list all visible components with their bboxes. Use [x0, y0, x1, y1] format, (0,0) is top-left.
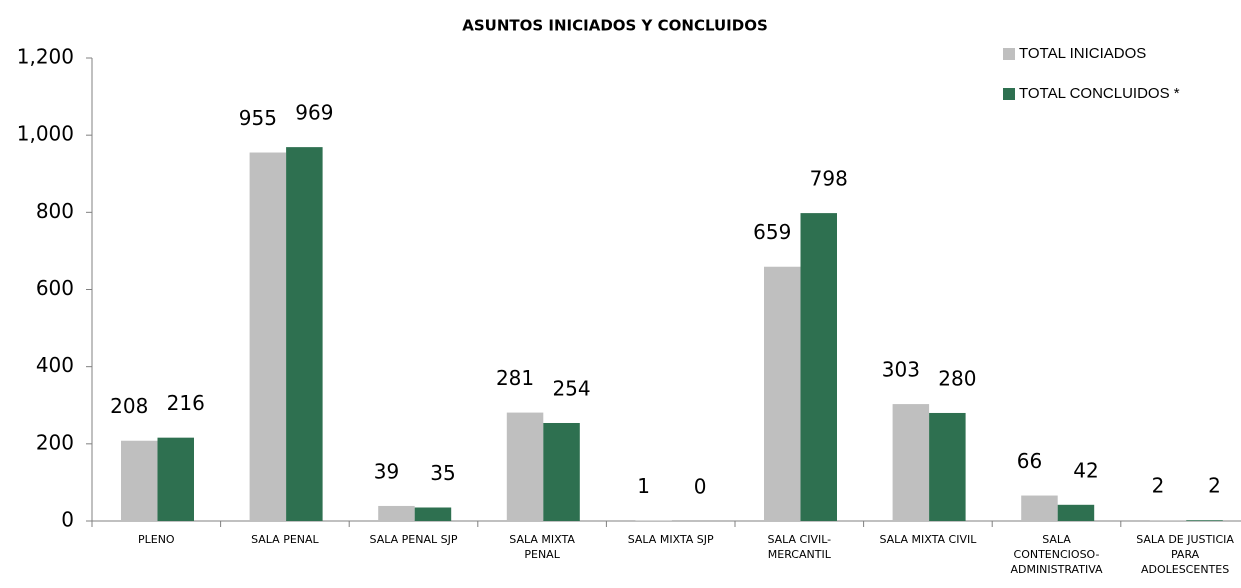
- y-tick-label: 600: [36, 276, 74, 300]
- bar: [929, 412, 966, 521]
- x-tick-label: SALA MIXTA PENAL: [509, 533, 575, 561]
- x-tick-label: SALA CIVIL-MERCANTIL: [767, 533, 832, 561]
- bar: [121, 440, 158, 521]
- data-label: 208: [110, 394, 148, 418]
- data-label: 0: [694, 475, 707, 499]
- bar: [892, 404, 930, 521]
- bar: [378, 505, 415, 521]
- data-label: 955: [239, 106, 277, 130]
- x-tick-label: SALA PENAL SJP: [369, 533, 458, 546]
- data-label: 1: [637, 474, 650, 498]
- legend-swatch: [1003, 48, 1015, 60]
- bar: [764, 266, 801, 521]
- bar: [1021, 495, 1058, 521]
- data-label: 798: [810, 167, 848, 191]
- x-tick-label: SALA MIXTA CIVIL: [879, 533, 977, 546]
- legend-label: TOTAL INICIADOS: [1019, 45, 1146, 62]
- y-tick-label: 0: [61, 508, 74, 532]
- legend-swatch: [1003, 88, 1015, 100]
- y-tick-label: 800: [36, 199, 74, 223]
- chart-title: ASUNTOS INICIADOS Y CONCLUIDOS: [462, 17, 768, 35]
- y-tick-label: 400: [36, 353, 74, 377]
- bar: [1186, 520, 1223, 521]
- data-label: 2: [1208, 474, 1221, 498]
- x-tick-label: SALA DE JUSTICIA PARA ADOLESCENTES: [1136, 533, 1234, 576]
- bar: [543, 422, 580, 521]
- bar: [1057, 504, 1095, 521]
- data-label: 280: [938, 366, 976, 390]
- x-tick-label: PLENO: [137, 533, 175, 546]
- bar: [286, 147, 323, 521]
- data-label: 39: [374, 459, 399, 483]
- y-tick-label: 200: [36, 430, 74, 454]
- bar: [249, 152, 287, 521]
- data-label: 66: [1017, 449, 1042, 473]
- legend-label: TOTAL CONCLUIDOS *: [1019, 85, 1180, 102]
- data-label: 42: [1073, 458, 1098, 482]
- bar: [800, 213, 837, 522]
- bar: [157, 437, 194, 521]
- data-label: 35: [430, 461, 455, 485]
- data-label: 969: [295, 101, 333, 125]
- bar: [506, 412, 544, 521]
- data-label: 303: [882, 358, 920, 382]
- y-tick-label: 1,200: [17, 45, 74, 69]
- bar: [1149, 520, 1187, 521]
- x-tick-label: SALA MIXTA SJP: [627, 533, 714, 546]
- data-label: 216: [167, 391, 205, 415]
- y-tick-label: 1,000: [17, 122, 74, 146]
- x-tick-label: SALA PENAL: [251, 533, 319, 546]
- data-label: 281: [496, 366, 534, 390]
- data-label: 659: [753, 220, 791, 244]
- data-label: 2: [1152, 474, 1165, 498]
- bar: [414, 507, 452, 521]
- x-tick-label: SALA CONTENCIOSO-ADMINISTRATIVA: [1010, 533, 1103, 576]
- data-label: 254: [552, 376, 590, 400]
